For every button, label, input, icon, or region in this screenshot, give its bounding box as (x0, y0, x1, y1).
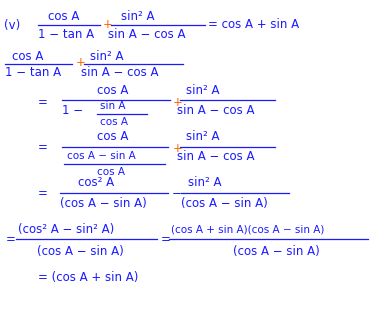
Text: sin A − cos A: sin A − cos A (177, 151, 254, 164)
Text: +: + (76, 57, 86, 69)
Text: =: = (38, 188, 48, 201)
Text: =: = (38, 142, 48, 155)
Text: (cos A − sin A): (cos A − sin A) (181, 197, 268, 210)
Text: sin A − cos A: sin A − cos A (81, 67, 159, 80)
Text: sin A − cos A: sin A − cos A (177, 104, 254, 117)
Text: sin A − cos A: sin A − cos A (108, 29, 186, 41)
Text: = cos A + sin A: = cos A + sin A (208, 18, 299, 31)
Text: =: = (161, 234, 171, 247)
Text: +: + (173, 142, 183, 155)
Text: =: = (6, 234, 16, 247)
Text: sin A: sin A (100, 101, 126, 111)
Text: +: + (103, 18, 113, 31)
Text: sin² A: sin² A (90, 49, 123, 63)
Text: cos A: cos A (97, 167, 125, 177)
Text: 1 − tan A: 1 − tan A (5, 67, 61, 80)
Text: (cos A − sin A): (cos A − sin A) (60, 197, 147, 210)
Text: 1 − tan A: 1 − tan A (38, 29, 94, 41)
Text: sin² A: sin² A (186, 129, 220, 142)
Text: cos A: cos A (100, 117, 128, 127)
Text: cos A: cos A (12, 49, 43, 63)
Text: = (cos A + sin A): = (cos A + sin A) (38, 272, 138, 285)
Text: cos A: cos A (48, 11, 79, 24)
Text: 1 −: 1 − (62, 104, 83, 117)
Text: sin² A: sin² A (188, 177, 221, 189)
Text: (cos² A − sin² A): (cos² A − sin² A) (18, 222, 114, 235)
Text: =: = (38, 96, 48, 109)
Text: (v): (v) (4, 18, 20, 31)
Text: (cos A − sin A): (cos A − sin A) (233, 244, 320, 258)
Text: sin² A: sin² A (186, 83, 220, 96)
Text: cos A: cos A (97, 83, 128, 96)
Text: (cos A − sin A): (cos A − sin A) (37, 244, 124, 258)
Text: cos A: cos A (97, 129, 128, 142)
Text: cos² A: cos² A (78, 177, 114, 189)
Text: (cos A + sin A)(cos A − sin A): (cos A + sin A)(cos A − sin A) (171, 224, 324, 234)
Text: cos A − sin A: cos A − sin A (67, 151, 136, 161)
Text: −: − (172, 188, 182, 201)
Text: sin² A: sin² A (121, 11, 154, 24)
Text: +: + (173, 96, 183, 109)
